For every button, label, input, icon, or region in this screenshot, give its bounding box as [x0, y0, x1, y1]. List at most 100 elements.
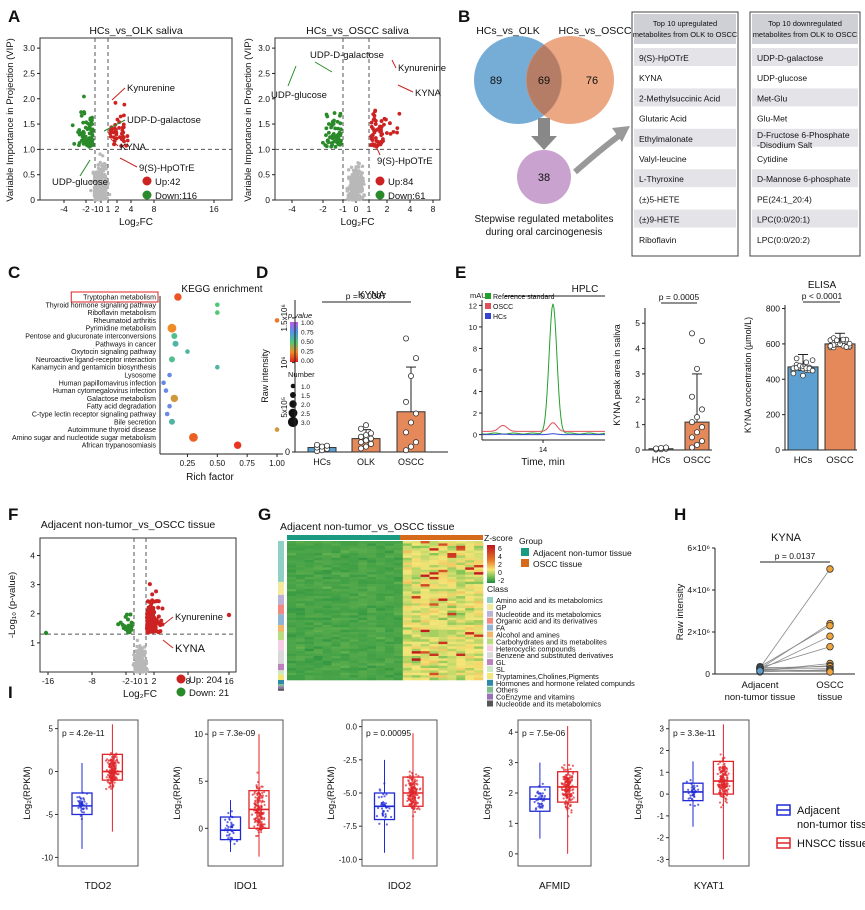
heatmap-cell [447, 617, 457, 621]
heatmap-cell [385, 553, 395, 556]
heatmap-cell [340, 656, 350, 659]
ns-point [101, 186, 105, 190]
heatmap-cell [331, 598, 341, 602]
heatmap-cell [411, 584, 421, 587]
heatmap-cell [376, 670, 386, 674]
heatmap-cell [456, 574, 466, 578]
box-point [536, 791, 539, 794]
box-point [104, 759, 108, 762]
number-legend-title: Number [288, 370, 315, 379]
up-point [150, 612, 155, 617]
up-point [119, 136, 124, 141]
box-point [116, 760, 119, 764]
box-point [112, 756, 115, 759]
heatmap-cell [322, 634, 332, 638]
down-point [83, 141, 88, 146]
box-point [228, 817, 231, 820]
heatmap-cell [367, 562, 377, 566]
heatmap-cell [429, 615, 439, 618]
box-point [719, 775, 722, 778]
heatmap-cell [322, 598, 332, 602]
box-point [725, 798, 728, 801]
heatmap-cell [385, 581, 395, 585]
y-tick-label: 2.5 [258, 68, 270, 78]
heatmap-cell [304, 636, 314, 640]
plot-title: KYNA [771, 532, 802, 544]
box-point [689, 803, 692, 806]
venn-count-intersection: 69 [538, 75, 550, 87]
down-table-header: metabolites from OLK to OSCC [753, 30, 858, 39]
heatmap-cell [456, 567, 466, 571]
heatmap-cell [367, 588, 377, 592]
heatmap-cell [349, 548, 359, 551]
plot-title: HCs_vs_OLK saliva [89, 25, 183, 37]
box-point [105, 776, 108, 779]
pvalue-tick: 0.75 [301, 330, 314, 337]
heatmap-cell [287, 670, 297, 674]
box-point [108, 764, 112, 767]
heatmap-cell [456, 632, 466, 635]
heatmap-cell [447, 605, 457, 609]
heatmap-cell [438, 653, 448, 657]
table-row: Glu-Met [757, 114, 788, 124]
data-point [357, 439, 364, 446]
y-tick-label: 0 [199, 824, 204, 833]
table-row: Met-Glu [757, 93, 788, 103]
annotation-9s-hpotre: 9(S)-HpOTrE [139, 163, 195, 174]
heatmap-cell [438, 605, 448, 609]
plot-title: HPLC [572, 284, 599, 295]
heatmap-cell [456, 586, 466, 590]
heatmap-cell [385, 548, 395, 551]
x-axis-label: Log₂FC [123, 689, 157, 700]
box-point [417, 796, 421, 799]
pair-line [759, 669, 831, 673]
heatmap-cell [402, 644, 412, 647]
heatmap-cell [474, 576, 484, 580]
heatmap-cell [331, 660, 341, 664]
y-tick-label: 0 [49, 768, 54, 777]
group-bar-adjacent [287, 535, 400, 540]
heatmap-cell [287, 596, 297, 599]
up-point [380, 137, 385, 141]
heatmap-cell [287, 562, 297, 566]
heatmap-cell [358, 541, 368, 544]
heatmap-cell [358, 543, 368, 547]
heatmap-cell [304, 600, 314, 604]
plot-frame [39, 37, 233, 201]
down-point [333, 134, 338, 139]
heatmap-cell [367, 555, 377, 559]
heatmap-cell [349, 627, 359, 630]
y-tick-label: 10⁶ [280, 356, 289, 368]
data-point [402, 429, 409, 436]
box-point [727, 788, 730, 791]
heatmap-cell [322, 605, 332, 609]
heatmap-cell [465, 610, 475, 614]
y-tick-label: 0 [30, 195, 35, 205]
box-point [724, 789, 728, 792]
x-tick-label: 2 [115, 204, 120, 214]
heatmap-cell [393, 632, 404, 635]
x-tick-label: 0 [138, 676, 143, 686]
heatmap-cell [402, 663, 412, 666]
heatmap-cell [367, 622, 377, 626]
box-point [570, 792, 573, 796]
heatmap-cell [402, 632, 412, 635]
heatmap-cell [474, 612, 484, 616]
hplc-trace-hcs [482, 433, 605, 436]
heatmap-cell [349, 555, 359, 559]
pathway-bubble [167, 372, 172, 378]
heatmap-cell [331, 596, 341, 599]
down-point [324, 126, 329, 131]
heatmap-cell [376, 555, 386, 559]
heatmap-cell [438, 610, 448, 614]
heatmap-cell [438, 620, 448, 623]
box-point [113, 755, 116, 758]
x-tick-label: -1 [91, 204, 99, 214]
heatmap-cell [429, 651, 439, 654]
p-value-label: p = 0.00095 [366, 728, 411, 738]
heatmap-cell [295, 610, 306, 614]
box-point [413, 784, 416, 787]
heatmap-cell [393, 622, 404, 626]
heatmap-cell [411, 620, 421, 623]
up-point [371, 117, 376, 122]
